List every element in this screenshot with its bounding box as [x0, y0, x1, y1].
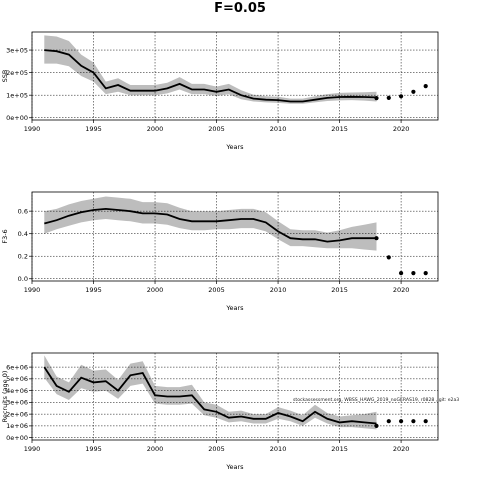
plot-frame [31, 191, 439, 282]
figure-title: F=0.05 [214, 1, 266, 16]
forecast-point-2022 [423, 84, 428, 89]
x-tick-label-2005: 2005 [208, 445, 225, 453]
x-tick-label-2010: 2010 [270, 445, 287, 453]
confidence-band [44, 35, 377, 104]
y-tick-label-1e-06: 1e+06 [6, 422, 28, 430]
y-tick-label-2e-06: 2e+06 [6, 410, 28, 418]
y-tick-label-3e-06: 3e+06 [6, 399, 28, 407]
x-tick-label-2020: 2020 [393, 445, 410, 453]
x-tick-label-2000: 2000 [147, 286, 164, 294]
footer-annotation: stockassessment.org, WBSS_HAWG_2019_noGE… [293, 397, 459, 403]
x-axis-label: Years [225, 463, 244, 471]
x-tick-label-2015: 2015 [331, 286, 348, 294]
forecast-point-2020 [398, 94, 404, 99]
x-tick-label-2010: 2010 [270, 125, 287, 133]
x-tick-label-2010: 2010 [270, 286, 287, 294]
confidence-band [44, 355, 377, 430]
x-tick-label-1995: 1995 [85, 286, 102, 294]
forecast-point-2021 [411, 271, 416, 276]
plot-frame [31, 31, 439, 121]
forecast-point-2021 [411, 419, 416, 424]
x-tick-label-1990: 1990 [24, 445, 41, 453]
x-tick-label-2020: 2020 [393, 286, 410, 294]
estimate-line [44, 207, 377, 243]
chart-panel-3: 1990 1995 2000 2005 2010 2015 2020 0e+00 1e+06 2e… [1, 352, 439, 471]
y-tick-label-0-6: 0.6 [18, 207, 28, 215]
forecast-point-2020 [398, 419, 404, 424]
x-tick-label-1990: 1990 [24, 125, 41, 133]
y-tick-label-3e-05: 3e+05 [6, 46, 28, 54]
forecast-point-2019 [386, 419, 391, 424]
forecast-point-2022 [423, 271, 428, 276]
y-tick-label-0-2: 0.2 [18, 253, 28, 261]
chart-panel-2: 1990 1995 2000 2005 2010 2015 2020 0.0 0.2 0.4 0.6… [1, 191, 439, 312]
x-tick-label-2000: 2000 [147, 445, 164, 453]
y-tick-label-1e-05: 1e+05 [6, 91, 28, 99]
forecast-point-2018 [374, 423, 379, 428]
x-tick-label-2005: 2005 [208, 286, 225, 294]
x-tick-label-2015: 2015 [331, 445, 348, 453]
confidence-band [44, 196, 377, 251]
x-tick-label-2015: 2015 [331, 125, 348, 133]
estimate-line [44, 49, 377, 103]
forecast-point-2019 [386, 95, 391, 100]
x-axis-label: Years [225, 304, 244, 312]
forecast-point-2020 [398, 271, 404, 276]
forecast-point-2018 [374, 236, 379, 241]
estimate-line [43, 366, 377, 425]
panels: 1990 1995 2000 2005 2010 2015 2020 0e+00 1e+05 2e… [1, 31, 439, 471]
y-tick-label-0e-00: 0e+00 [6, 114, 28, 122]
y-tick-label-6e-06: 6e+06 [6, 363, 28, 371]
x-axis-label: Years [225, 143, 244, 151]
forecast-point-2022 [423, 419, 428, 424]
y-tick-label-2e-05: 2e+05 [6, 69, 28, 77]
y-tick-label-0-0: 0.0 [18, 275, 28, 283]
x-tick-label-2005: 2005 [208, 125, 225, 133]
y-axis-label: Recruits (age 0) [1, 371, 9, 423]
forecast-point-2019 [386, 255, 391, 260]
y-tick-label-0-4: 0.4 [18, 230, 28, 238]
x-tick-label-2000: 2000 [147, 125, 164, 133]
y-tick-label-0e-00: 0e+00 [6, 434, 28, 442]
forecast-point-2018 [374, 96, 379, 101]
chart-panel-1: 1990 1995 2000 2005 2010 2015 2020 0e+00 1e+05 2e… [1, 31, 439, 151]
y-axis-label: F3-6 [1, 229, 9, 243]
x-tick-label-2020: 2020 [393, 125, 410, 133]
plot-frame [31, 352, 439, 441]
forecast-point-2021 [411, 89, 416, 94]
y-tick-label-5e-06: 5e+06 [6, 375, 28, 383]
y-axis-label: SSB [1, 70, 9, 83]
x-tick-label-1990: 1990 [24, 286, 41, 294]
y-tick-label-4e-06: 4e+06 [6, 387, 28, 395]
x-tick-label-1995: 1995 [85, 445, 102, 453]
x-tick-label-1995: 1995 [85, 125, 102, 133]
